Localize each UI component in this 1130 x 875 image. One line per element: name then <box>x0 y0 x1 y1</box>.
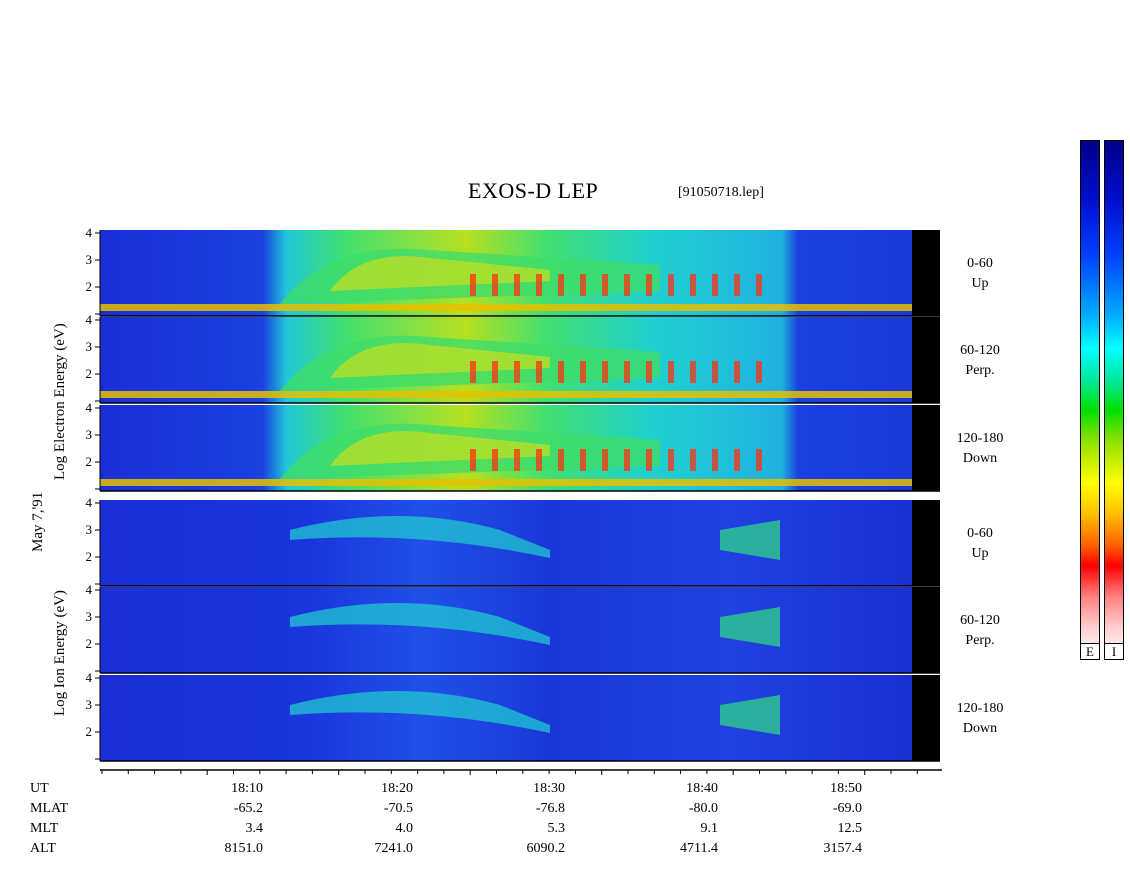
y-tick-label: 3 <box>85 339 93 354</box>
ephemeris-value: 3157.4 <box>823 841 863 856</box>
pitch-label-panel-5: 60-120 Perp. <box>940 611 1020 651</box>
pitch-angle-range: 60-120 <box>960 343 1000 358</box>
ut-tick-label: 18:20 <box>381 781 413 796</box>
ut-tick-label: 18:50 <box>830 781 862 796</box>
chart-title: EXOS-D LEP <box>468 178 599 203</box>
pitch-direction: Perp. <box>965 633 995 648</box>
pitch-direction: Up <box>971 276 989 291</box>
y-tick-label: 4 <box>85 582 93 597</box>
y-tick-label: 2 <box>85 724 93 739</box>
ephemeris-value: 4.0 <box>395 821 414 836</box>
ephemeris-value: -70.5 <box>383 801 413 816</box>
y-tick-label: 4 <box>85 495 93 510</box>
file-name: [91050718.lep] <box>678 185 764 200</box>
pitch-label-panel-3: 120-180 Down <box>940 429 1020 469</box>
ut-tick-label: 18:10 <box>231 781 263 796</box>
ephemeris-value: 7241.0 <box>374 841 414 856</box>
colorbar-label-e: E <box>1080 643 1100 660</box>
ephemeris-value: -76.8 <box>535 801 565 816</box>
ephemeris-value: 12.5 <box>837 821 863 836</box>
electron-y-axis-label: Log Electron Energy (eV) <box>52 323 68 480</box>
y-tick-label: 4 <box>85 225 93 240</box>
ephemeris-value: 8151.0 <box>224 841 264 856</box>
y-tick-label: 4 <box>85 670 93 685</box>
ephemeris-value: -80.0 <box>688 801 718 816</box>
y-tick-label: 3 <box>85 427 93 442</box>
y-tick-label: 4 <box>85 312 93 327</box>
y-tick-label: 3 <box>85 522 93 537</box>
ephemeris-value: -65.2 <box>233 801 263 816</box>
ephemeris-value: 5.3 <box>547 821 566 836</box>
pitch-angle-range: 0-60 <box>967 256 993 271</box>
ephemeris-label-alt: ALT <box>30 841 56 856</box>
y-tick-label: 4 <box>85 400 93 415</box>
spectrogram-panel-4 <box>99 500 940 587</box>
ephemeris-label-mlt: MLT <box>30 821 59 836</box>
y-tick-label: 2 <box>85 279 93 294</box>
ephemeris-value: -69.0 <box>832 801 862 816</box>
pitch-label-panel-2: 60-120 Perp. <box>940 341 1020 381</box>
pitch-label-panel-6: 120-180 Down <box>940 699 1020 739</box>
ephemeris-value: 9.1 <box>700 821 719 836</box>
spectrogram-panel-1 <box>99 230 940 317</box>
y-tick-label: 2 <box>85 366 93 381</box>
date-label: May 7,'91 <box>30 491 46 552</box>
spectrogram-panel-6 <box>99 675 940 762</box>
y-tick-label: 3 <box>85 609 93 624</box>
pitch-direction: Down <box>962 721 998 736</box>
y-tick-label: 2 <box>85 549 93 564</box>
spectrogram-panel-3 <box>99 405 940 492</box>
spectrogram-plot <box>95 230 942 775</box>
pitch-label-panel-4: 0-60 Up <box>940 524 1020 564</box>
pitch-label-panel-1: 0-60 Up <box>940 254 1020 294</box>
pitch-angle-range: 0-60 <box>967 526 993 541</box>
ephemeris-value: 3.4 <box>245 821 264 836</box>
ut-tick-label: 18:30 <box>533 781 565 796</box>
pitch-direction: Up <box>971 546 989 561</box>
pitch-angle-range: 60-120 <box>960 613 1000 628</box>
pitch-direction: Down <box>962 451 998 466</box>
pitch-angle-range: 120-180 <box>956 431 1004 446</box>
electron-colorbar <box>1080 140 1100 660</box>
ephemeris-value: 6090.2 <box>526 841 566 856</box>
spectrogram-panel-5 <box>99 587 940 674</box>
ut-label: UT <box>30 781 49 796</box>
y-tick-label: 3 <box>85 697 93 712</box>
colorbar-label-i: I <box>1104 643 1124 660</box>
ion-colorbar <box>1104 140 1124 660</box>
pitch-direction: Perp. <box>965 363 995 378</box>
pitch-angle-range: 120-180 <box>956 701 1004 716</box>
ephemeris-value: 4711.4 <box>680 841 718 856</box>
y-tick-label: 2 <box>85 454 93 469</box>
y-tick-label: 3 <box>85 252 93 267</box>
spectrogram-panel-2 <box>99 317 940 404</box>
y-tick-label: 2 <box>85 636 93 651</box>
ephemeris-label-mlat: MLAT <box>30 801 69 816</box>
ion-y-axis-label: Log Ion Energy (eV) <box>52 590 68 716</box>
ut-tick-label: 18:40 <box>686 781 718 796</box>
